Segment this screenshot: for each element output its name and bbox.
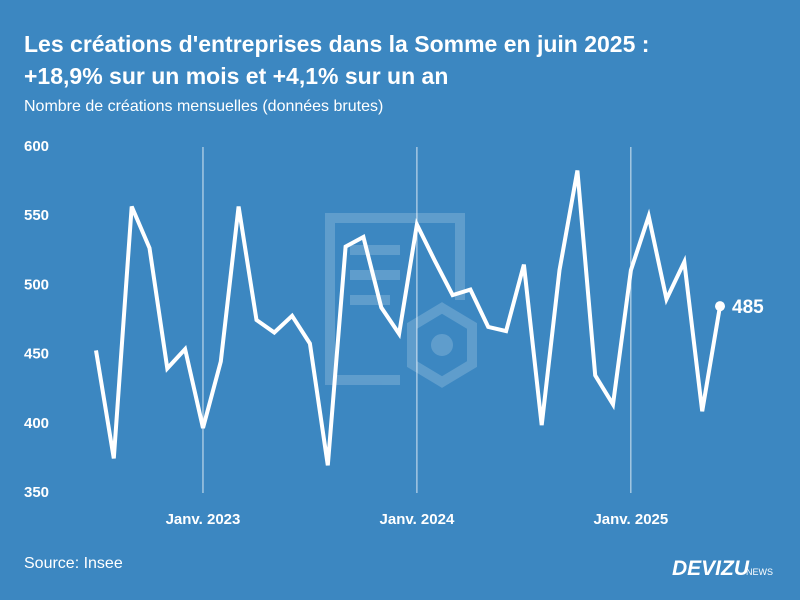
- watermark: [325, 213, 477, 388]
- chart-title: Les créations d'entreprises dans la Somm…: [24, 31, 649, 57]
- y-tick-label: 450: [24, 346, 49, 363]
- chart-title: +18,9% sur un mois et +4,1% sur un an: [24, 63, 448, 89]
- y-tick-label: 400: [24, 415, 49, 432]
- x-tick-label: Janv. 2024: [380, 511, 455, 528]
- end-label: 485: [732, 297, 764, 318]
- y-tick-label: 600: [24, 138, 49, 155]
- chart-subtitle: Nombre de créations mensuelles (données …: [24, 98, 383, 115]
- end-point: [715, 301, 725, 312]
- brand: DEVIZU: [672, 557, 750, 580]
- y-tick-label: 550: [24, 207, 49, 224]
- y-tick-label: 500: [24, 276, 49, 293]
- brand-suffix: NEWS: [746, 567, 773, 577]
- y-tick-label: 350: [24, 484, 49, 501]
- x-tick-label: Janv. 2023: [166, 511, 241, 528]
- line: [94, 170, 722, 466]
- x-tick-label: Janv. 2025: [593, 511, 668, 528]
- source: Source: Insee: [24, 555, 123, 572]
